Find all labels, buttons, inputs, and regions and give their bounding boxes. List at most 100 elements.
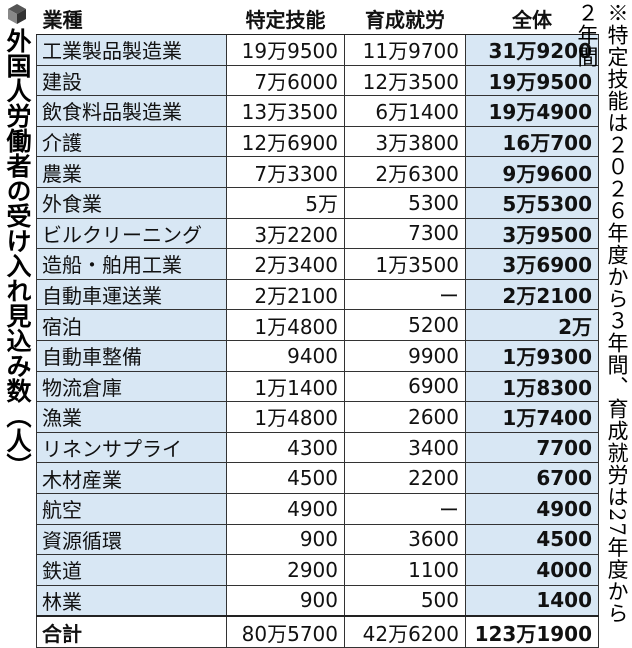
ikusei-cell: 3600 — [344, 523, 466, 556]
tokutei-cell: 2900 — [226, 554, 345, 586]
total-cell: 19万9500 — [465, 64, 599, 97]
data-table: 業種 特定技能 育成就労 全体 工業製品製造業 19万9500 11万9700 31万… — [36, 2, 599, 648]
industry-cell: 木材産業 — [36, 462, 227, 494]
tokutei-cell: 2万3400 — [226, 248, 345, 280]
total-cell: 4500 — [465, 523, 599, 556]
total-cell: 19万4900 — [465, 95, 599, 127]
ikusei-cell: 7300 — [344, 217, 466, 250]
ikusei-cell: 6万1400 — [344, 95, 466, 127]
industry-cell: 合計 — [36, 615, 227, 648]
header-industry: 業種 — [36, 2, 227, 35]
table-row: 外食業 5万 5300 5万5300 — [36, 186, 599, 219]
table-row: 木材産業 4500 2200 6700 — [36, 462, 599, 494]
tokutei-cell: 80万5700 — [226, 615, 345, 648]
industry-cell: 林業 — [36, 584, 227, 617]
total-cell: 1万7400 — [465, 401, 599, 433]
table-row: 飲食料品製造業 13万3500 6万1400 19万4900 — [36, 95, 599, 127]
tokutei-cell: 2万2100 — [226, 278, 345, 311]
total-cell: 3万6900 — [465, 248, 599, 280]
tokutei-cell: 1万1400 — [226, 370, 345, 403]
industry-cell: リネンサプライ — [36, 431, 227, 464]
table-row: 漁業 1万4800 2600 1万7400 — [36, 401, 599, 433]
chart-title: 外国人労働者の受け入れ見込み数（人） — [3, 28, 32, 478]
total-cell: 4000 — [465, 554, 599, 586]
total-cell: 1万9300 — [465, 339, 599, 372]
table-row: 物流倉庫 1万1400 6900 1万8300 — [36, 370, 599, 403]
table-row: 建設 7万6000 12万3500 19万9500 — [36, 64, 599, 97]
industry-cell: 自動車整備 — [36, 339, 227, 372]
industry-cell: 宿泊 — [36, 309, 227, 341]
table-row: リネンサプライ 4300 3400 7700 — [36, 431, 599, 464]
industry-cell: 農業 — [36, 156, 227, 188]
industry-cell: 工業製品製造業 — [36, 34, 227, 66]
tokutei-cell: 900 — [226, 584, 345, 617]
table-body: 工業製品製造業 19万9500 11万9700 31万9200 建設 7万6000 12万3… — [36, 34, 599, 648]
tokutei-cell: 12万6900 — [226, 125, 345, 158]
tokutei-cell: 4500 — [226, 462, 345, 494]
header-row: 業種 特定技能 育成就労 全体 — [36, 2, 599, 35]
table-row: 介護 12万6900 3万3800 16万700 — [36, 125, 599, 158]
industry-cell: 物流倉庫 — [36, 370, 227, 403]
footnote: ※特定技能は２０２６年度から３年間、育成就労は27年度から２年間 — [575, 2, 629, 625]
tokutei-cell: 7万3300 — [226, 156, 345, 188]
total-row: 合計 80万5700 42万6200 123万1900 — [36, 615, 599, 648]
industry-cell: 飲食料品製造業 — [36, 95, 227, 127]
total-cell: 5万5300 — [465, 186, 599, 219]
industry-cell: 介護 — [36, 125, 227, 158]
tokutei-cell: 9400 — [226, 339, 345, 372]
industry-cell: 建設 — [36, 64, 227, 97]
table-row: 工業製品製造業 19万9500 11万9700 31万9200 — [36, 34, 599, 66]
cube-logo-icon — [8, 4, 26, 24]
tokutei-cell: 1万4800 — [226, 401, 345, 433]
table-row: 航空 4900 ー 4900 — [36, 492, 599, 525]
total-cell: 4900 — [465, 492, 599, 525]
tokutei-cell: 7万6000 — [226, 64, 345, 97]
table-row: 資源循環 900 3600 4500 — [36, 523, 599, 556]
ikusei-cell: 6900 — [344, 370, 466, 403]
ikusei-cell: 9900 — [344, 339, 466, 372]
ikusei-cell: 12万3500 — [344, 64, 466, 97]
total-cell: 16万700 — [465, 125, 599, 158]
ikusei-cell: 3万3800 — [344, 125, 466, 158]
ikusei-cell: ー — [344, 492, 466, 525]
total-cell: 123万1900 — [465, 615, 599, 648]
tokutei-cell: 13万3500 — [226, 95, 345, 127]
tokutei-cell: 5万 — [226, 186, 345, 219]
industry-cell: 造船・舶用工業 — [36, 248, 227, 280]
table-row: 自動車整備 9400 9900 1万9300 — [36, 339, 599, 372]
tokutei-cell: 3万2200 — [226, 217, 345, 250]
total-cell: 7700 — [465, 431, 599, 464]
tokutei-cell: 4900 — [226, 492, 345, 525]
industry-cell: 資源循環 — [36, 523, 227, 556]
industry-cell: 漁業 — [36, 401, 227, 433]
industry-cell: 自動車運送業 — [36, 278, 227, 311]
total-cell: 1400 — [465, 584, 599, 617]
ikusei-cell: 1100 — [344, 554, 466, 586]
table-row: ビルクリーニング 3万2200 7300 3万9500 — [36, 217, 599, 250]
ikusei-cell: ー — [344, 278, 466, 311]
tokutei-cell: 1万4800 — [226, 309, 345, 341]
header-total: 全体 — [465, 2, 599, 35]
table-row: 造船・舶用工業 2万3400 1万3500 3万6900 — [36, 248, 599, 280]
industry-cell: 外食業 — [36, 186, 227, 219]
title-bar: 外国人労働者の受け入れ見込み数（人） — [0, 0, 34, 640]
total-cell: 3万9500 — [465, 217, 599, 250]
ikusei-cell: 5300 — [344, 186, 466, 219]
total-cell: 31万9200 — [465, 34, 599, 66]
header-tokutei: 特定技能 — [226, 2, 345, 35]
ikusei-cell: 500 — [344, 584, 466, 617]
total-cell: 2万2100 — [465, 278, 599, 311]
ikusei-cell: 2200 — [344, 462, 466, 494]
ikusei-cell: 5200 — [344, 309, 466, 341]
table-row: 林業 900 500 1400 — [36, 584, 599, 617]
tokutei-cell: 900 — [226, 523, 345, 556]
table-row: 宿泊 1万4800 5200 2万 — [36, 309, 599, 341]
total-cell: 9万9600 — [465, 156, 599, 188]
industry-cell: ビルクリーニング — [36, 217, 227, 250]
ikusei-cell: 1万3500 — [344, 248, 466, 280]
industry-cell: 航空 — [36, 492, 227, 525]
tokutei-cell: 19万9500 — [226, 34, 345, 66]
ikusei-cell: 3400 — [344, 431, 466, 464]
tokutei-cell: 4300 — [226, 431, 345, 464]
table-row: 鉄道 2900 1100 4000 — [36, 554, 599, 586]
